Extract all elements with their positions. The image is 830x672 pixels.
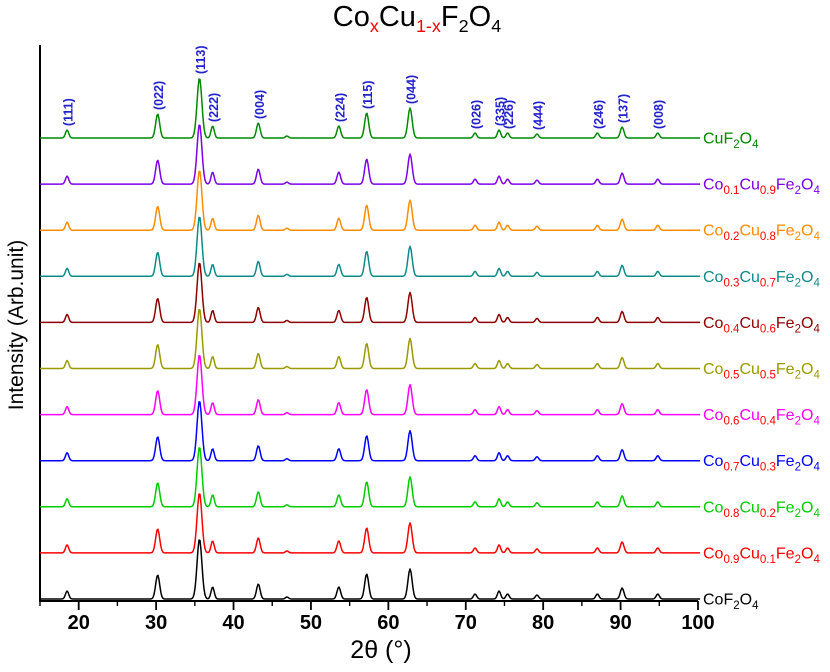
legend-label-Co0.2Cu0.8Fe2O4: Co0.2Cu0.8Fe2O4 <box>703 223 820 244</box>
peak-label-111: (111) <box>62 98 76 126</box>
legend-label-Co0.5Cu0.5Fe2O4: Co0.5Cu0.5Fe2O4 <box>703 361 820 382</box>
legend-label-Co0.3Cu0.7Fe2O4: Co0.3Cu0.7Fe2O4 <box>703 269 820 290</box>
title-text: Co <box>332 1 370 33</box>
chart-title: CoxCu1-xF2O4 <box>0 1 830 37</box>
legend-label-Co0.8Cu0.2Fe2O4: Co0.8Cu0.2Fe2O4 <box>703 499 820 520</box>
xrd-curve-Co0.2Cu0.8Fe2O4 <box>40 170 700 231</box>
x-tick-label: 30 <box>145 612 167 634</box>
xrd-curve-CuF2O4 <box>40 78 700 139</box>
x-tick-label: 90 <box>609 612 631 634</box>
peak-label-115: (115) <box>361 81 375 110</box>
peak-label-444: (444) <box>531 101 545 130</box>
title-subscript: x <box>369 16 379 36</box>
xrd-curve-Co0.1Cu0.9Fe2O4 <box>40 124 700 185</box>
legend-label-CoF2O4: CoF2O4 <box>703 592 759 613</box>
peak-label-026: (026) <box>470 100 484 129</box>
xrd-curve-Co0.8Cu0.2Fe2O4 <box>40 447 700 508</box>
xrd-curve-Co0.9Cu0.1Fe2O4 <box>40 493 700 554</box>
peak-label-226: (226) <box>502 100 516 129</box>
peak-label-113: (113) <box>194 46 208 75</box>
title-text: O <box>468 1 492 33</box>
peak-label-222: (222) <box>207 93 221 122</box>
legend-label-Co0.9Cu0.1Fe2O4: Co0.9Cu0.1Fe2O4 <box>703 545 820 566</box>
peak-label-004: (004) <box>253 90 267 119</box>
xrd-curve-Co0.7Cu0.3Fe2O4 <box>40 401 700 462</box>
title-subscript: 4 <box>491 16 502 36</box>
x-tick-label: 50 <box>300 612 322 634</box>
xrd-curve-Co0.4Cu0.6Fe2O4 <box>40 262 700 324</box>
legend-label-Co0.1Cu0.9Fe2O4: Co0.1Cu0.9Fe2O4 <box>703 177 820 198</box>
x-tick-label: 60 <box>377 612 399 634</box>
title-text: Cu <box>378 1 416 33</box>
title-text: F <box>440 1 459 33</box>
peak-label-022: (022) <box>152 81 166 110</box>
peak-label-335: (335) <box>494 97 508 126</box>
peak-label-137: (137) <box>617 94 631 123</box>
xrd-curve-CoF2O4 <box>40 539 700 600</box>
xrd-curve-Co0.5Cu0.5Fe2O4 <box>40 308 700 370</box>
x-tick-label: 100 <box>681 612 714 634</box>
xrd-curve-Co0.3Cu0.7Fe2O4 <box>40 216 700 278</box>
x-tick-label: 40 <box>222 612 244 634</box>
legend-label-Co0.6Cu0.4Fe2O4: Co0.6Cu0.4Fe2O4 <box>703 407 820 428</box>
x-axis-label: 2θ (°) <box>350 636 412 664</box>
title-subscript: 2 <box>458 16 469 36</box>
xrd-curve-Co0.6Cu0.4Fe2O4 <box>40 354 700 416</box>
peak-label-224: (224) <box>333 93 347 122</box>
legend-label-Co0.7Cu0.3Fe2O4: Co0.7Cu0.3Fe2O4 <box>703 453 820 474</box>
peak-label-246: (246) <box>592 100 606 129</box>
legend-label-Co0.4Cu0.6Fe2O4: Co0.4Cu0.6Fe2O4 <box>703 315 820 336</box>
x-tick-label: 80 <box>532 612 554 634</box>
x-tick-label: 70 <box>455 612 477 634</box>
peak-label-008: (008) <box>652 100 666 129</box>
legend-label-CuF2O4: CuF2O4 <box>703 131 759 152</box>
x-tick-label: 20 <box>68 612 90 634</box>
title-subscript: 1-x <box>415 16 441 36</box>
peak-label-044: (044) <box>405 75 419 104</box>
